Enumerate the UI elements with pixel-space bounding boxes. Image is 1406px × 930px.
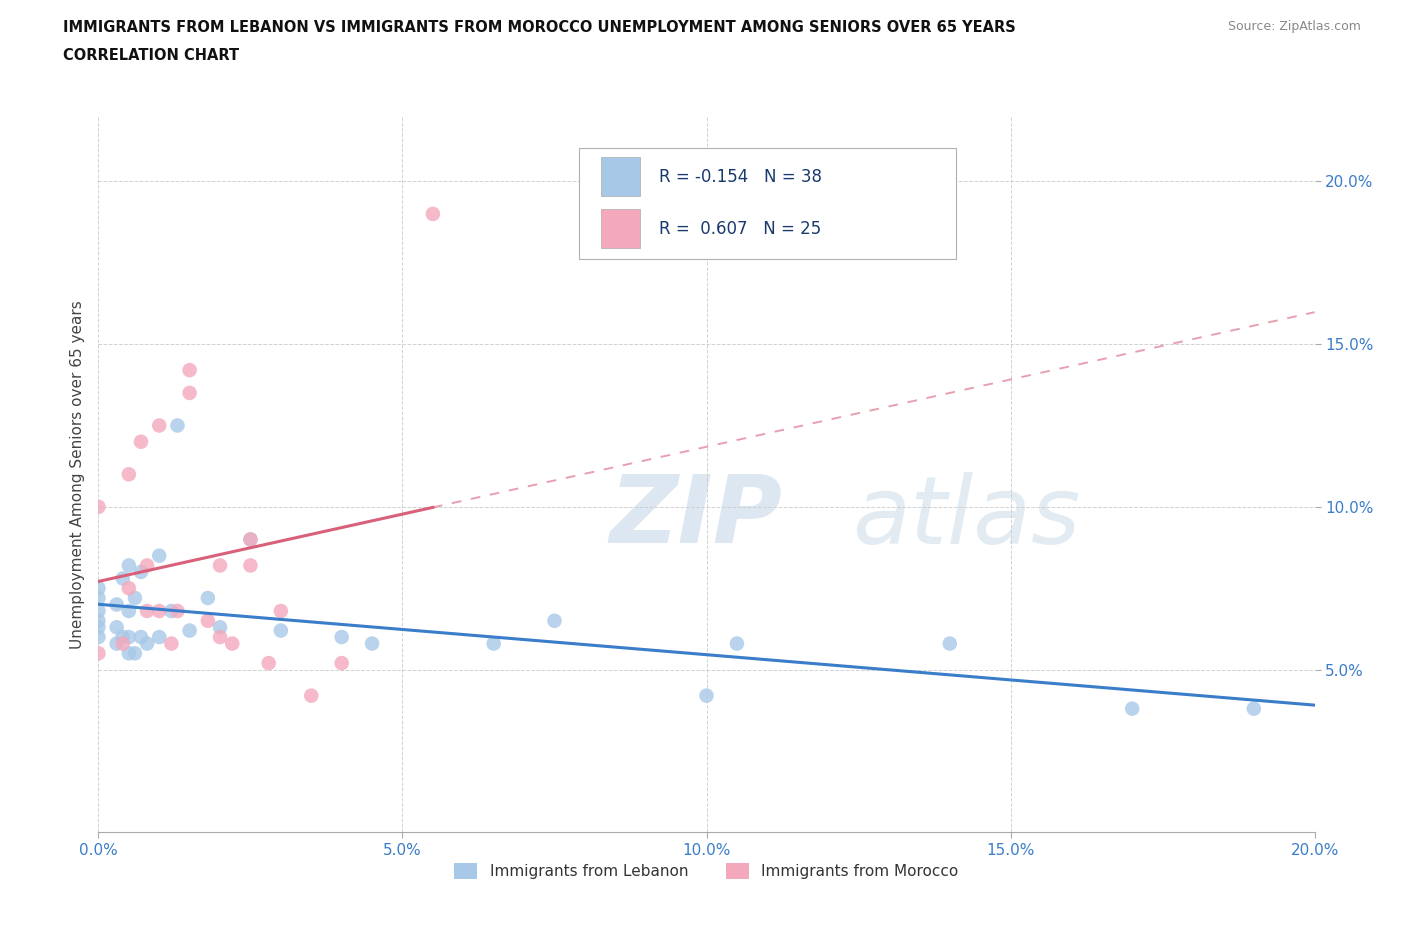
FancyBboxPatch shape	[600, 209, 640, 248]
Point	[725, 636, 748, 651]
Point	[148, 604, 170, 618]
Point	[299, 688, 322, 703]
FancyBboxPatch shape	[579, 149, 956, 259]
FancyBboxPatch shape	[600, 157, 640, 196]
Text: R = -0.154   N = 38: R = -0.154 N = 38	[659, 167, 823, 185]
Point	[87, 645, 110, 660]
Text: IMMIGRANTS FROM LEBANON VS IMMIGRANTS FROM MOROCCO UNEMPLOYMENT AMONG SENIORS OV: IMMIGRANTS FROM LEBANON VS IMMIGRANTS FR…	[63, 20, 1017, 35]
Point	[118, 645, 141, 660]
Legend: Immigrants from Lebanon, Immigrants from Morocco: Immigrants from Lebanon, Immigrants from…	[449, 857, 965, 885]
Point	[160, 636, 183, 651]
Point	[118, 604, 141, 618]
Point	[239, 532, 262, 547]
Point	[270, 623, 292, 638]
Point	[111, 571, 134, 586]
Point	[543, 614, 565, 629]
Point	[221, 636, 243, 651]
Point	[136, 558, 159, 573]
Point	[148, 548, 170, 563]
Point	[105, 620, 128, 635]
Point	[422, 206, 444, 221]
Point	[197, 591, 219, 605]
Point	[148, 418, 170, 433]
Point	[209, 620, 232, 635]
Point	[166, 418, 188, 433]
Point	[1121, 701, 1143, 716]
Point	[239, 558, 262, 573]
Text: R =  0.607   N = 25: R = 0.607 N = 25	[659, 219, 821, 238]
Point	[361, 636, 384, 651]
Text: ZIP: ZIP	[609, 472, 782, 564]
Point	[87, 591, 110, 605]
Point	[209, 630, 232, 644]
Point	[118, 467, 141, 482]
Point	[129, 434, 152, 449]
Point	[118, 630, 141, 644]
Point	[179, 385, 201, 400]
Point	[105, 597, 128, 612]
Point	[239, 532, 262, 547]
Text: atlas: atlas	[852, 472, 1081, 563]
Point	[87, 620, 110, 635]
Point	[105, 636, 128, 651]
Text: Source: ZipAtlas.com: Source: ZipAtlas.com	[1227, 20, 1361, 33]
Point	[118, 580, 141, 596]
Point	[129, 630, 152, 644]
Point	[482, 636, 505, 651]
Y-axis label: Unemployment Among Seniors over 65 years: Unemployment Among Seniors over 65 years	[69, 300, 84, 649]
Point	[166, 604, 188, 618]
Text: CORRELATION CHART: CORRELATION CHART	[63, 48, 239, 63]
Point	[939, 636, 962, 651]
Point	[209, 558, 232, 573]
Point	[160, 604, 183, 618]
Point	[118, 558, 141, 573]
Point	[136, 636, 159, 651]
Point	[330, 656, 353, 671]
Point	[136, 604, 159, 618]
Point	[330, 630, 353, 644]
Point	[257, 656, 280, 671]
Point	[87, 499, 110, 514]
Point	[87, 604, 110, 618]
Point	[124, 645, 146, 660]
Point	[148, 630, 170, 644]
Point	[129, 565, 152, 579]
Point	[87, 614, 110, 629]
Point	[87, 630, 110, 644]
Point	[696, 688, 718, 703]
Point	[87, 580, 110, 596]
Point	[179, 623, 201, 638]
Point	[124, 591, 146, 605]
Point	[1243, 701, 1265, 716]
Point	[111, 636, 134, 651]
Point	[197, 614, 219, 629]
Point	[270, 604, 292, 618]
Point	[179, 363, 201, 378]
Point	[111, 630, 134, 644]
